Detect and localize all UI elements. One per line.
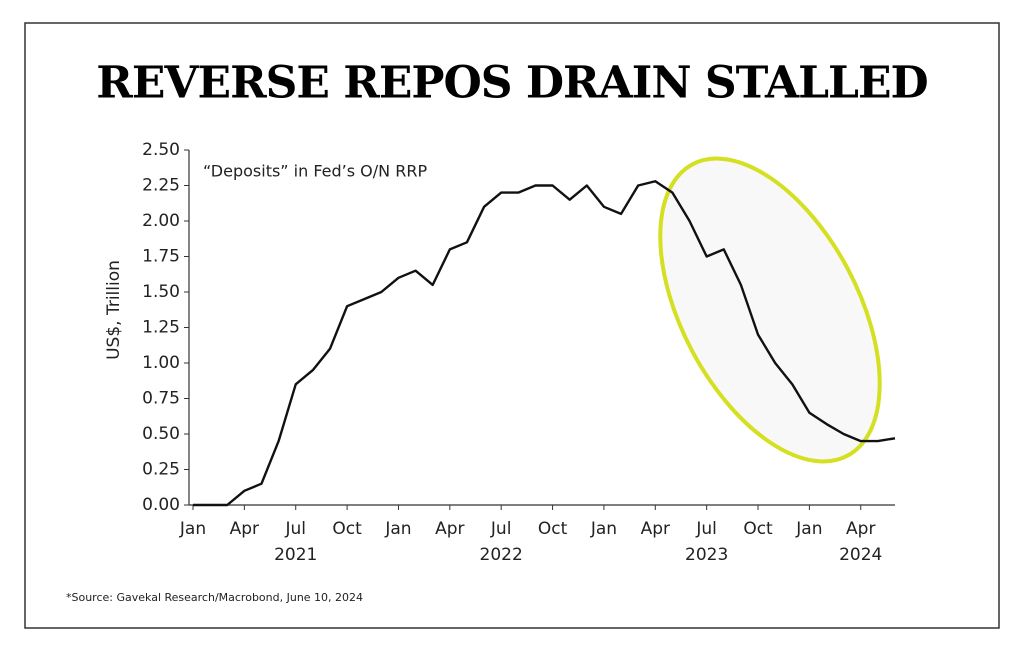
x-tick-label: Jan <box>384 519 411 539</box>
x-tick-label: Apr <box>846 519 875 539</box>
x-tick-label: Jul <box>490 519 512 539</box>
x-tick-label: Oct <box>332 519 362 539</box>
y-tick-label: 1.75 <box>142 247 180 267</box>
x-tick-label: Oct <box>743 519 773 539</box>
y-tick-label: 1.25 <box>142 318 180 338</box>
y-tick-label: 2.50 <box>142 140 180 160</box>
x-tick-label: Jan <box>795 519 822 539</box>
y-tick-label: 2.00 <box>142 211 180 231</box>
source: *Source: Gavekal Research/Macrobond, Jun… <box>66 591 363 604</box>
x-tick-label: Jul <box>284 519 306 539</box>
y-tick-label: 0.00 <box>142 495 180 515</box>
year-label: 2023 <box>685 545 728 565</box>
year-label: 2024 <box>839 545 882 565</box>
y-tick-label: 2.25 <box>142 176 180 196</box>
x-tick-label: Jan <box>590 519 617 539</box>
x-tick-label: Oct <box>538 519 568 539</box>
x-tick-label: Apr <box>435 519 464 539</box>
year-label: 2022 <box>480 545 523 565</box>
highlight-ellipse <box>658 156 882 464</box>
y-tick-label: 1.00 <box>142 353 180 373</box>
x-tick-label: Jul <box>695 519 717 539</box>
data-line <box>193 180 896 507</box>
subtitle: “Deposits” in Fed’s O/N RRP <box>203 162 427 181</box>
x-tick-label: Jan <box>179 519 206 539</box>
y-tick-label: 0.75 <box>142 389 180 409</box>
y-axis-label: US$, Trillion <box>104 260 124 360</box>
y-tick-label: 0.50 <box>142 424 180 444</box>
year-label: 2021 <box>274 545 317 565</box>
y-tick-label: 0.25 <box>142 460 180 480</box>
x-tick-label: Apr <box>230 519 259 539</box>
x-tick-label: Apr <box>641 519 670 539</box>
chart-title: REVERSE REPOS DRAIN STALLED <box>96 58 927 109</box>
y-tick-label: 1.50 <box>142 282 180 302</box>
